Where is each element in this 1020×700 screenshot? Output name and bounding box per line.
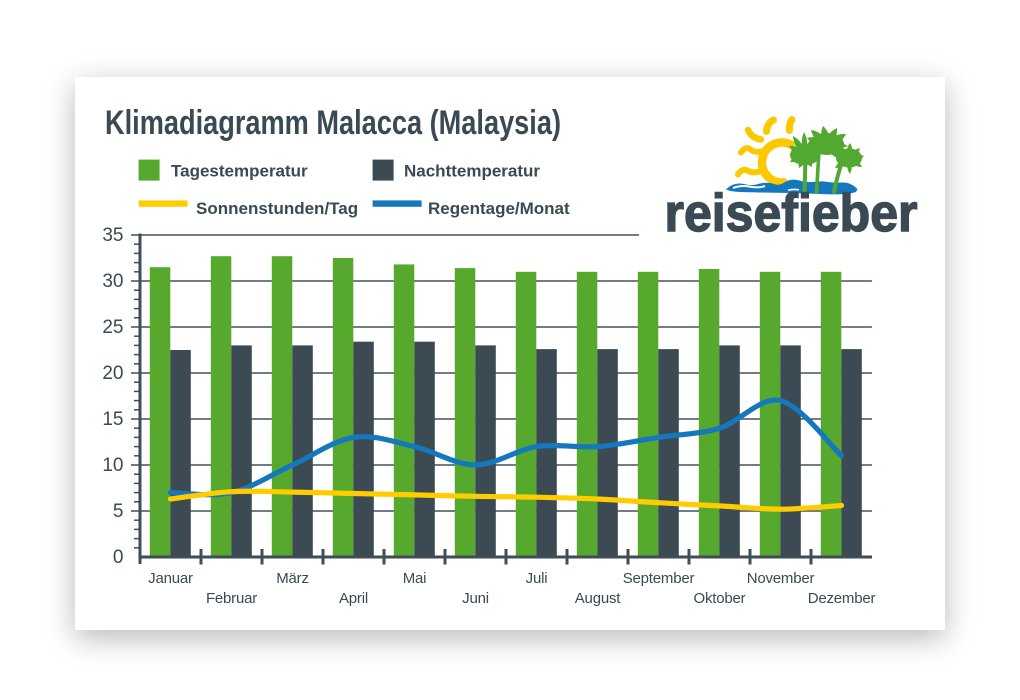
svg-text:Oktober: Oktober: [694, 590, 746, 607]
svg-text:Mai: Mai: [403, 570, 427, 587]
svg-text:Regentage/Monat: Regentage/Monat: [428, 199, 570, 218]
svg-text:Nachttemperatur: Nachttemperatur: [404, 162, 540, 181]
svg-text:Dezember: Dezember: [808, 590, 876, 607]
svg-text:0: 0: [113, 547, 124, 568]
svg-text:August: August: [575, 590, 622, 607]
svg-text:10: 10: [102, 455, 123, 476]
svg-text:15: 15: [102, 409, 123, 430]
svg-text:30: 30: [102, 271, 123, 292]
svg-text:Januar: Januar: [148, 570, 193, 587]
svg-text:5: 5: [113, 501, 124, 522]
svg-text:April: April: [339, 590, 368, 607]
svg-text:Juli: Juli: [526, 570, 548, 587]
svg-text:35: 35: [102, 225, 123, 246]
svg-text:November: November: [747, 570, 815, 587]
svg-text:20: 20: [102, 363, 123, 384]
svg-text:September: September: [623, 570, 695, 587]
svg-text:März: März: [276, 570, 309, 587]
svg-text:Tagestemperatur: Tagestemperatur: [171, 162, 308, 181]
svg-text:reisefieber: reisefieber: [665, 184, 918, 243]
svg-text:Klimadiagramm Malacca (Malaysi: Klimadiagramm Malacca (Malaysia): [105, 104, 561, 142]
svg-text:Sonnenstunden/Tag: Sonnenstunden/Tag: [196, 199, 358, 218]
svg-text:Juni: Juni: [462, 590, 489, 607]
svg-text:25: 25: [102, 317, 123, 338]
svg-text:Februar: Februar: [206, 590, 257, 607]
